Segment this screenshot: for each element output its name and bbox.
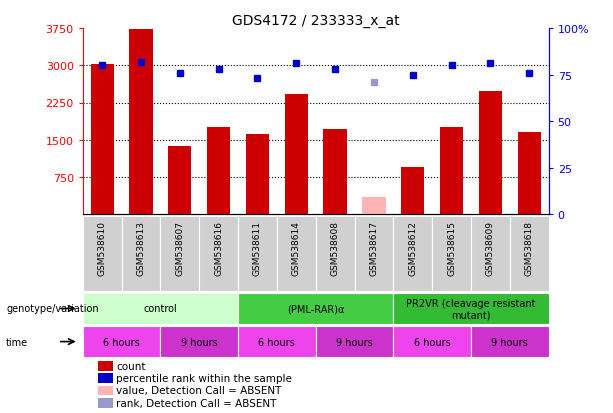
- FancyBboxPatch shape: [238, 217, 277, 291]
- FancyBboxPatch shape: [161, 326, 238, 357]
- Bar: [98, 361, 113, 371]
- Text: genotype/variation: genotype/variation: [6, 304, 99, 314]
- Text: 9 hours: 9 hours: [181, 337, 218, 347]
- Bar: [284, 95, 308, 215]
- FancyBboxPatch shape: [199, 217, 238, 291]
- Text: GSM538607: GSM538607: [175, 221, 185, 275]
- Bar: [98, 386, 113, 396]
- Text: (PML-RAR)α: (PML-RAR)α: [287, 304, 345, 314]
- Text: GSM538615: GSM538615: [447, 221, 456, 275]
- Text: GSM538612: GSM538612: [408, 221, 417, 275]
- Bar: [98, 398, 113, 408]
- Bar: [401, 168, 424, 215]
- Bar: [98, 373, 113, 383]
- Text: count: count: [116, 361, 146, 371]
- Text: GSM538608: GSM538608: [330, 221, 340, 275]
- FancyBboxPatch shape: [277, 217, 316, 291]
- Bar: [91, 65, 114, 215]
- Bar: [362, 197, 386, 215]
- FancyBboxPatch shape: [394, 326, 471, 357]
- FancyBboxPatch shape: [471, 326, 549, 357]
- FancyBboxPatch shape: [394, 293, 549, 324]
- Text: percentile rank within the sample: percentile rank within the sample: [116, 373, 292, 383]
- FancyBboxPatch shape: [83, 217, 121, 291]
- FancyBboxPatch shape: [432, 217, 471, 291]
- Bar: [168, 146, 191, 215]
- FancyBboxPatch shape: [121, 217, 161, 291]
- Text: time: time: [6, 337, 28, 347]
- Text: GSM538613: GSM538613: [137, 221, 145, 275]
- Text: 9 hours: 9 hours: [336, 337, 373, 347]
- FancyBboxPatch shape: [510, 217, 549, 291]
- Text: GSM538609: GSM538609: [486, 221, 495, 275]
- Bar: [440, 128, 463, 215]
- Text: 6 hours: 6 hours: [259, 337, 295, 347]
- FancyBboxPatch shape: [238, 293, 394, 324]
- Text: GSM538618: GSM538618: [525, 221, 534, 275]
- Text: GSM538614: GSM538614: [292, 221, 301, 275]
- Text: GSM538611: GSM538611: [253, 221, 262, 275]
- FancyBboxPatch shape: [394, 217, 432, 291]
- Text: value, Detection Call = ABSENT: value, Detection Call = ABSENT: [116, 386, 282, 396]
- FancyBboxPatch shape: [83, 326, 161, 357]
- FancyBboxPatch shape: [161, 217, 199, 291]
- Text: 6 hours: 6 hours: [103, 337, 140, 347]
- Text: control: control: [143, 304, 177, 314]
- Text: PR2VR (cleavage resistant
mutant): PR2VR (cleavage resistant mutant): [406, 298, 536, 320]
- FancyBboxPatch shape: [316, 217, 354, 291]
- Bar: [207, 128, 230, 215]
- FancyBboxPatch shape: [471, 217, 510, 291]
- Text: GSM538617: GSM538617: [370, 221, 378, 275]
- Bar: [479, 91, 502, 215]
- FancyBboxPatch shape: [83, 293, 238, 324]
- FancyBboxPatch shape: [354, 217, 394, 291]
- FancyBboxPatch shape: [316, 326, 394, 357]
- Title: GDS4172 / 233333_x_at: GDS4172 / 233333_x_at: [232, 14, 400, 28]
- Bar: [246, 135, 269, 215]
- Text: GSM538610: GSM538610: [97, 221, 107, 275]
- Bar: [517, 133, 541, 215]
- Text: 6 hours: 6 hours: [414, 337, 451, 347]
- Text: GSM538616: GSM538616: [214, 221, 223, 275]
- Text: 9 hours: 9 hours: [492, 337, 528, 347]
- FancyBboxPatch shape: [238, 326, 316, 357]
- Bar: [129, 31, 153, 215]
- Text: rank, Detection Call = ABSENT: rank, Detection Call = ABSENT: [116, 398, 277, 408]
- Bar: [324, 130, 347, 215]
